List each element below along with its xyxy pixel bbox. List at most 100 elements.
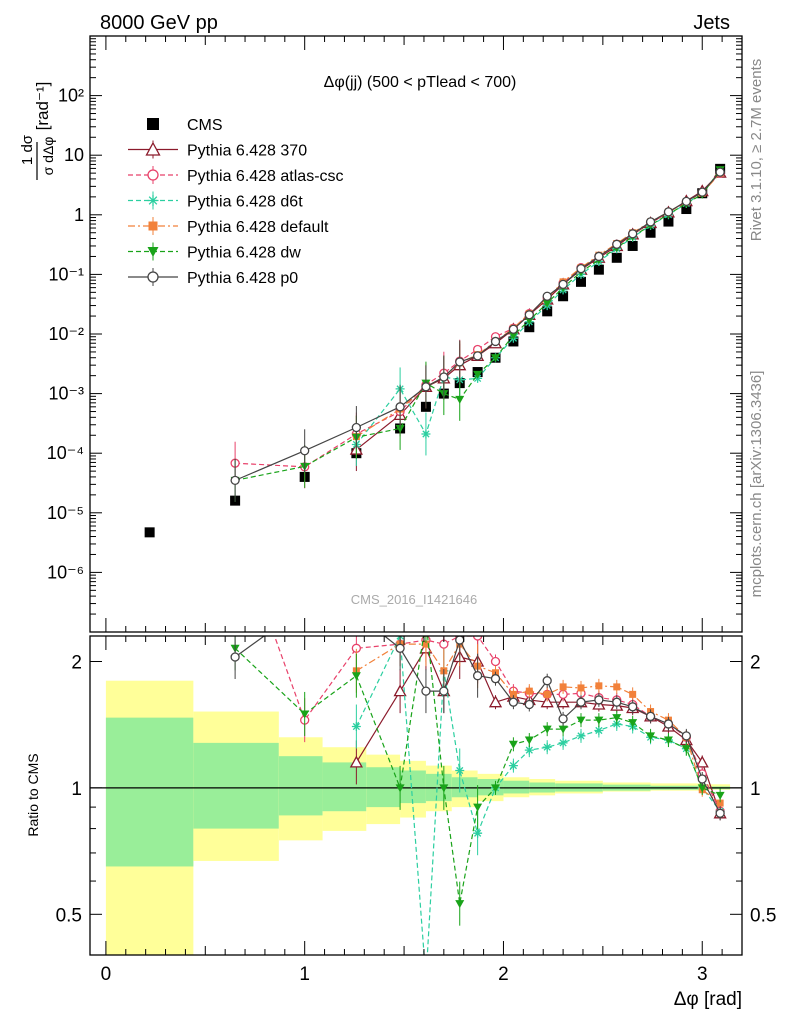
marker-circle: [558, 279, 568, 290]
marker-triangle: [540, 695, 554, 708]
ratio-y-tick-label-right: 2: [750, 652, 761, 673]
legend-label: Pythia 6.428 default: [187, 219, 329, 236]
ratio-line: [234, 636, 721, 814]
marker-star: [558, 738, 568, 748]
marker-square: [525, 687, 533, 695]
ratio-panel: 0.5 0.5 1 1 2 2 0 1 2 3: [56, 36, 776, 985]
marker-circle: [455, 357, 465, 367]
band-inner-bin: [322, 762, 367, 812]
marker-triangle-down: [612, 714, 622, 723]
marker-star: [147, 195, 159, 206]
marker-square: [645, 227, 656, 238]
marker-triangle-down: [681, 745, 691, 754]
legend: CMS Pythia 6.428 370 Pythia 6.428 atlas-cs…: [128, 117, 344, 287]
legend-label: Pythia 6.428 dw: [187, 245, 301, 262]
marker-square: [542, 306, 553, 317]
marker-star: [594, 725, 604, 735]
legend-entry-p370: Pythia 6.428 370: [128, 140, 307, 160]
marker-circle: [472, 351, 483, 361]
marker-square: [577, 684, 585, 692]
marker-square: [663, 216, 674, 227]
marker-circle: [421, 382, 431, 392]
marker-triangle-down: [594, 716, 604, 725]
y-tick-label: 10⁻³: [48, 384, 84, 404]
marker-circle: [508, 324, 519, 334]
main-y-ticks: 10⁻⁶ 10⁻⁵ 10⁻⁴ 10⁻³ 10⁻² 10⁻¹ 1 10 10²: [47, 38, 742, 633]
marker-square: [422, 640, 430, 648]
marker-circle: [628, 229, 638, 239]
y-tick-label: 1: [74, 205, 84, 225]
marker-circle: [681, 196, 691, 207]
marker-triangle-down: [508, 331, 518, 340]
ratio-y-tick-label-right: 1: [750, 779, 761, 800]
marker-triangle-down: [524, 736, 534, 745]
svg-text:1 dσ: 1 dσ: [19, 134, 36, 165]
header-left-label: 8000 GeV pp: [100, 12, 218, 34]
marker-square: [558, 291, 569, 302]
svg-text:[rad⁻¹]: [rad⁻¹]: [33, 82, 52, 131]
y-tick-label: 10²: [58, 86, 84, 106]
marker-triangle: [349, 755, 363, 768]
marker-triangle-down: [508, 740, 518, 749]
marker-square: [629, 690, 637, 698]
y-tick-label: 10⁻²: [48, 324, 84, 344]
marker-star: [524, 745, 534, 755]
marker-circle: [230, 475, 240, 486]
x-axis-label: Δφ [rad]: [674, 989, 742, 1010]
marker-triangle-down: [715, 791, 725, 800]
marker-triangle-down: [351, 672, 361, 681]
main-panel: 10⁻⁶ 10⁻⁵ 10⁻⁴ 10⁻³ 10⁻² 10⁻¹ 1 10 10²: [47, 35, 743, 633]
marker-triangle-down: [147, 247, 159, 257]
y-tick-label: 10⁻⁵: [47, 503, 84, 523]
x-tick-label: 2: [498, 964, 509, 985]
legend-label: CMS: [187, 117, 223, 134]
legend-entry-d6t: Pythia 6.428 d6t: [128, 191, 303, 211]
marker-triangle-down: [576, 716, 586, 725]
marker-circle: [715, 167, 725, 177]
marker-circle: [524, 310, 534, 320]
marker-circle: [594, 695, 604, 705]
band-inner-bin: [366, 767, 401, 808]
marker-triangle-down: [473, 370, 483, 379]
marker-circle: [628, 702, 638, 712]
x-tick-label: 1: [299, 964, 310, 985]
marker-circle: [395, 643, 405, 653]
ratio-frame: [89, 635, 743, 956]
band-inner-bin: [278, 756, 323, 816]
legend-entry-atlas: Pythia 6.428 atlas-csc: [128, 166, 344, 185]
series-line: [234, 171, 721, 481]
marker-star: [421, 429, 431, 439]
ratio-line: [234, 636, 721, 904]
marker-circle: [508, 697, 519, 707]
marker-square: [627, 240, 638, 251]
marker-triangle: [556, 695, 570, 708]
main-title: Δφ(jj) (500 < pTlead < 700): [324, 74, 517, 91]
marker-triangle-down: [542, 725, 552, 734]
marker-circle: [697, 774, 707, 784]
legend-entry-p0: Pythia 6.428 p0: [128, 268, 298, 287]
marker-star: [351, 722, 361, 732]
marker-square: [716, 799, 724, 807]
marker-triangle-down: [473, 803, 483, 812]
ratio-y-ticks: 0.5 0.5 1 1 2 2: [56, 652, 776, 956]
marker-circle: [300, 446, 310, 456]
marker-square: [148, 221, 158, 231]
legend-entry-default: Pythia 6.428 default: [128, 217, 329, 236]
legend-label: Pythia 6.428 atlas-csc: [187, 168, 344, 185]
marker-circle: [594, 251, 604, 262]
marker-circle: [542, 676, 552, 686]
ratio-series-p0: [230, 636, 725, 821]
mcplots-label: mcplots.cern.ch [arXiv:1306.3436]: [748, 371, 765, 598]
marker-circle: [558, 714, 568, 724]
marker-square: [611, 252, 622, 263]
marker-circle: [576, 697, 586, 707]
header-right-label: Jets: [693, 12, 730, 34]
marker-circle: [681, 731, 691, 741]
marker-triangle-down: [455, 395, 465, 404]
marker-star: [473, 828, 483, 838]
legend-label: Pythia 6.428 370: [187, 143, 307, 160]
marker-star: [542, 742, 552, 752]
marker-circle: [663, 207, 674, 217]
svg-text:σ dΔφ: σ dΔφ: [40, 137, 56, 176]
